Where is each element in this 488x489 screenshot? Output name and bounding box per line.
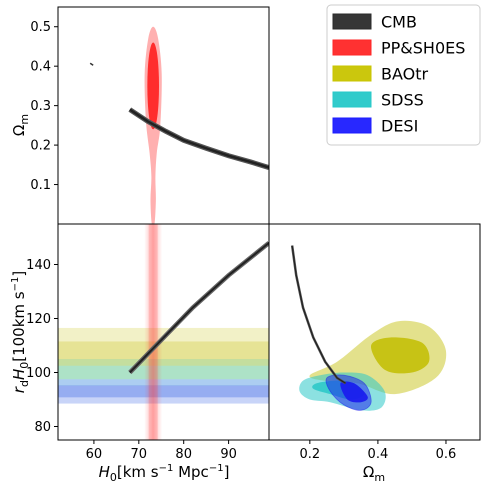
ytick-label: 0.5: [30, 20, 51, 35]
xlabel-h0: H0[km s−1 Mpc−1]: [99, 463, 230, 484]
xtick-label: 90: [220, 447, 237, 462]
panel-rdh0-vs-omega: 0.2 0.4 0.6: [268, 223, 481, 462]
desi-68-contour: [340, 381, 368, 403]
legend-swatch-baotr: [332, 65, 372, 82]
panel-frame: [57, 6, 270, 225]
legend-swatch-pp-sh0es: [332, 39, 372, 56]
desi-68-band: [58, 385, 269, 398]
legend-label-cmb: CMB: [381, 13, 417, 32]
desi-95-band: [58, 379, 269, 404]
cmb-68-band: [129, 242, 269, 374]
sdss-95-band: [58, 359, 269, 386]
legend-swatch-cmb: [332, 13, 372, 30]
ppsh0es-68-band: [148, 224, 158, 440]
xtick-label: 80: [175, 447, 192, 462]
xtick-label: 70: [131, 447, 148, 462]
xlabel-omega: Ωm: [363, 463, 385, 484]
baotr-68-contour: [370, 337, 430, 374]
cmb-68-band: [291, 245, 346, 384]
sdss-68-band: [58, 365, 269, 380]
legend-swatch-sdss: [332, 91, 372, 108]
ppsh0es-68-contour: [147, 42, 160, 130]
cmb-68-band: [129, 108, 269, 169]
ytick-label: 0.3: [30, 99, 51, 114]
legend: CMB PP&SH0ES BAOtr SDSS DESI: [326, 4, 481, 146]
ytick-label: 140: [26, 258, 51, 273]
cmb-stray-point: [89, 62, 94, 66]
ylabel-omega: Ωm: [10, 114, 31, 136]
xtick-label: 0.6: [436, 447, 457, 462]
legend-label-desi: DESI: [381, 117, 418, 136]
ppsh0es-95-band: [144, 224, 163, 440]
ytick-label: 0.2: [30, 139, 51, 154]
legend-label-baotr: BAOtr: [381, 65, 429, 84]
ytick-label: 80: [34, 420, 51, 435]
panel-rdh0-vs-h0: 60 70 80 90 80 100 120 140: [26, 223, 270, 462]
baotr-68-band: [58, 341, 269, 366]
legend-swatch-desi: [332, 117, 372, 134]
panel-omega-vs-h0: 0.1 0.2 0.3 0.4 0.5: [30, 6, 270, 225]
xtick-label: 0.2: [299, 447, 320, 462]
ylabel-rdh0: rdH0[100km s−1]: [10, 271, 31, 393]
ytick-label: 100: [26, 366, 51, 381]
ytick-label: 120: [26, 312, 51, 327]
ytick-label: 0.1: [30, 178, 51, 193]
xtick-label: 60: [86, 447, 103, 462]
legend-label-sdss: SDSS: [381, 91, 424, 110]
ytick-label: 0.4: [30, 60, 51, 75]
panel-frame: [268, 223, 481, 441]
xtick-label: 0.4: [368, 447, 389, 462]
legend-label-pp-sh0es: PP&SH0ES: [381, 39, 465, 58]
